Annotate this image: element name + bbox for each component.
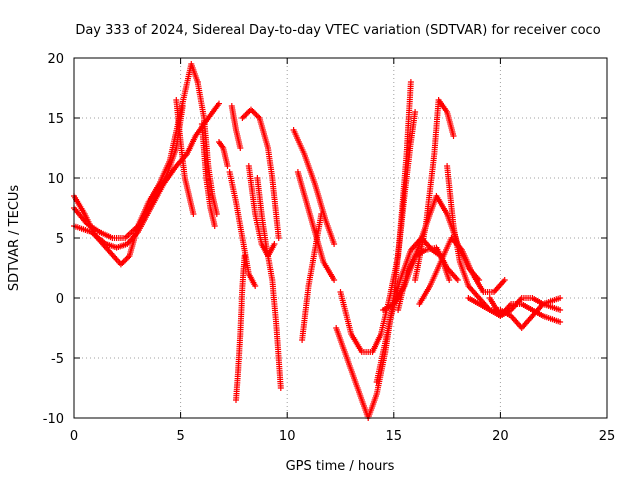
series-track-9 (226, 169, 259, 289)
data-point-markers (233, 253, 248, 403)
series-track-2 (194, 79, 220, 217)
data-point-markers (245, 163, 278, 259)
axis-ticks: 0 5 10 15 20 25 -10 -5 0 5 10 15 20 (43, 52, 616, 444)
series-track-15 (294, 169, 338, 283)
series-track-26 (486, 295, 564, 319)
x-tick-label: 15 (386, 429, 403, 444)
y-tick-label: 20 (47, 52, 64, 67)
series-track-17 (333, 79, 414, 421)
x-tick-label: 20 (492, 429, 509, 444)
data-point-markers (194, 79, 220, 217)
data-point-markers (239, 106, 282, 241)
data-point-markers (299, 211, 325, 343)
series-track-10 (233, 253, 248, 403)
data-point-markers (198, 121, 218, 229)
data-point-markers (228, 103, 244, 151)
x-tick-label: 0 (70, 429, 78, 444)
y-tick-label: -10 (43, 412, 64, 427)
series-track-7 (216, 139, 231, 169)
data-point-markers (290, 127, 338, 247)
data-point-markers (333, 79, 414, 421)
series-track-8 (228, 103, 244, 151)
data-point-markers (226, 169, 259, 289)
series-track-23 (416, 235, 508, 307)
data-point-markers (173, 97, 197, 217)
series-track-11 (239, 106, 282, 241)
x-tick-label: 5 (176, 429, 184, 444)
series-track-12 (254, 175, 284, 391)
x-tick-label: 25 (599, 429, 616, 444)
y-tick-label: 0 (56, 292, 64, 307)
y-axis-title: SDTVAR / TECUs (7, 185, 22, 292)
y-tick-label: -5 (51, 352, 64, 367)
series-track-14 (290, 127, 338, 247)
data-point-markers (416, 235, 508, 307)
y-tick-label: 5 (56, 232, 64, 247)
series-track-6 (198, 121, 218, 229)
series-track-5 (173, 97, 197, 217)
plot-frame (73, 57, 608, 419)
chart-title: Day 333 of 2024, Sidereal Day-to-day VTE… (75, 23, 600, 38)
data-point-markers (216, 139, 231, 169)
grid-lines (74, 58, 607, 418)
data-point-markers (337, 109, 419, 355)
data-point-markers (486, 295, 564, 319)
series-track-16 (299, 211, 325, 343)
y-tick-label: 10 (47, 172, 64, 187)
x-axis-title: GPS time / hours (286, 459, 395, 474)
y-tick-label: 15 (47, 112, 64, 127)
series-track-13 (245, 163, 278, 259)
data-point-markers (294, 169, 338, 283)
x-tick-label: 10 (279, 429, 296, 444)
data-points (71, 61, 564, 421)
data-point-markers (254, 175, 284, 391)
series-track-18 (337, 109, 419, 355)
